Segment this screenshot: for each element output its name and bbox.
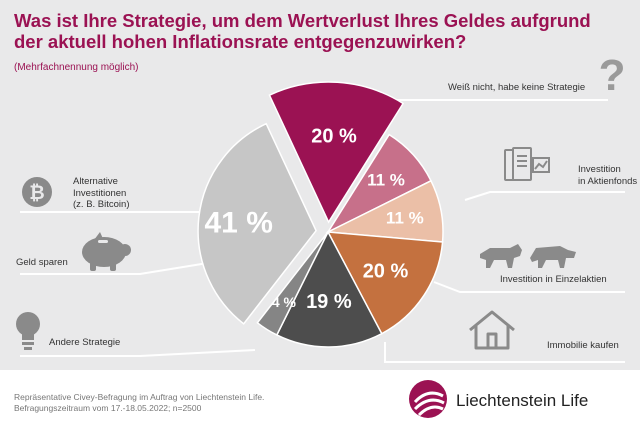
label-alternative: Alternative Investitionen (z. B. Bitcoin… (73, 176, 130, 211)
title-line-1: Was ist Ihre Strategie, um dem Wertverlu… (14, 10, 591, 31)
question-mark-icon: ? (599, 51, 626, 100)
bull-bear-icon (480, 244, 576, 268)
label-alternative-line-3: (z. B. Bitcoin) (73, 199, 130, 210)
light-bulb-icon (16, 312, 40, 350)
subtitle: (Mehrfachnennung möglich) (14, 62, 139, 73)
leader-line-immobilie (384, 342, 625, 363)
footer-note-line-1: Repräsentative Civey-Befragung im Auftra… (14, 392, 265, 402)
pie-slice-label-1: 20 % (311, 126, 357, 148)
pie-slice-5 (275, 230, 383, 348)
label-aktienfonds: Investition in Aktienfonds (578, 164, 637, 187)
svg-text:₿: ₿ (29, 182, 44, 204)
label-unknown: Weiß nicht, habe keine Strategie (448, 82, 586, 93)
pie-slice-label-7: 41 % (204, 207, 272, 240)
pie-chart: 20 % 11 % 11 % 20 % 19 % 4 % 41 % ? ₿ (16, 51, 626, 363)
label-aktienfonds-line-2: in Aktienfonds (578, 175, 638, 187)
label-alternative-line-2: Investitionen (73, 187, 127, 199)
leader-line-sparen (20, 261, 215, 275)
label-sparen: Geld sparen (16, 257, 68, 268)
pie-slice-4 (326, 231, 444, 335)
label-alternative-line-1: Alternative (73, 176, 118, 187)
pie-slice-6 (256, 231, 329, 336)
leader-line-andere (20, 349, 256, 357)
page-title: Was ist Ihre Strategie, um dem Wertverlu… (14, 10, 614, 52)
label-andere: Andere Strategie (49, 337, 121, 348)
pie-slice-label-4: 20 % (363, 260, 409, 282)
leader-lines (20, 99, 625, 363)
title-line-2: der aktuell hohen Inflationsrate entgege… (14, 31, 467, 52)
pie-slice-7 (197, 122, 317, 325)
house-icon (469, 310, 515, 350)
pie-slice-label-5: 19 % (306, 291, 352, 313)
pie-slice-label-6: 4 % (272, 294, 297, 310)
bitcoin-icon: ₿ (22, 177, 52, 207)
pie-slice-label-2: 11 % (367, 171, 405, 190)
leader-line-aktienfonds (464, 191, 625, 201)
pie-slice-label-3: 11 % (386, 209, 424, 228)
brand-name: Liechtenstein Life (456, 391, 589, 410)
footer-note-line-2: Befragungszeitraum vom 17.-18.05.2022; n… (14, 403, 202, 413)
label-einzelaktien: Investition in Einzelaktien (500, 274, 607, 285)
pie-slice-1 (268, 81, 405, 224)
label-aktienfonds-line-1: Investition (578, 164, 621, 175)
footer-note: Repräsentative Civey-Befragung im Auftra… (14, 392, 264, 414)
svg-text:?: ? (599, 51, 626, 100)
document-chart-icon (504, 147, 550, 181)
liechtenstein-life-logo (409, 380, 447, 418)
piggy-bank-icon (82, 232, 131, 271)
leader-line-einzelaktien (433, 281, 625, 293)
label-immobilie: Immobilie kaufen (547, 340, 619, 351)
